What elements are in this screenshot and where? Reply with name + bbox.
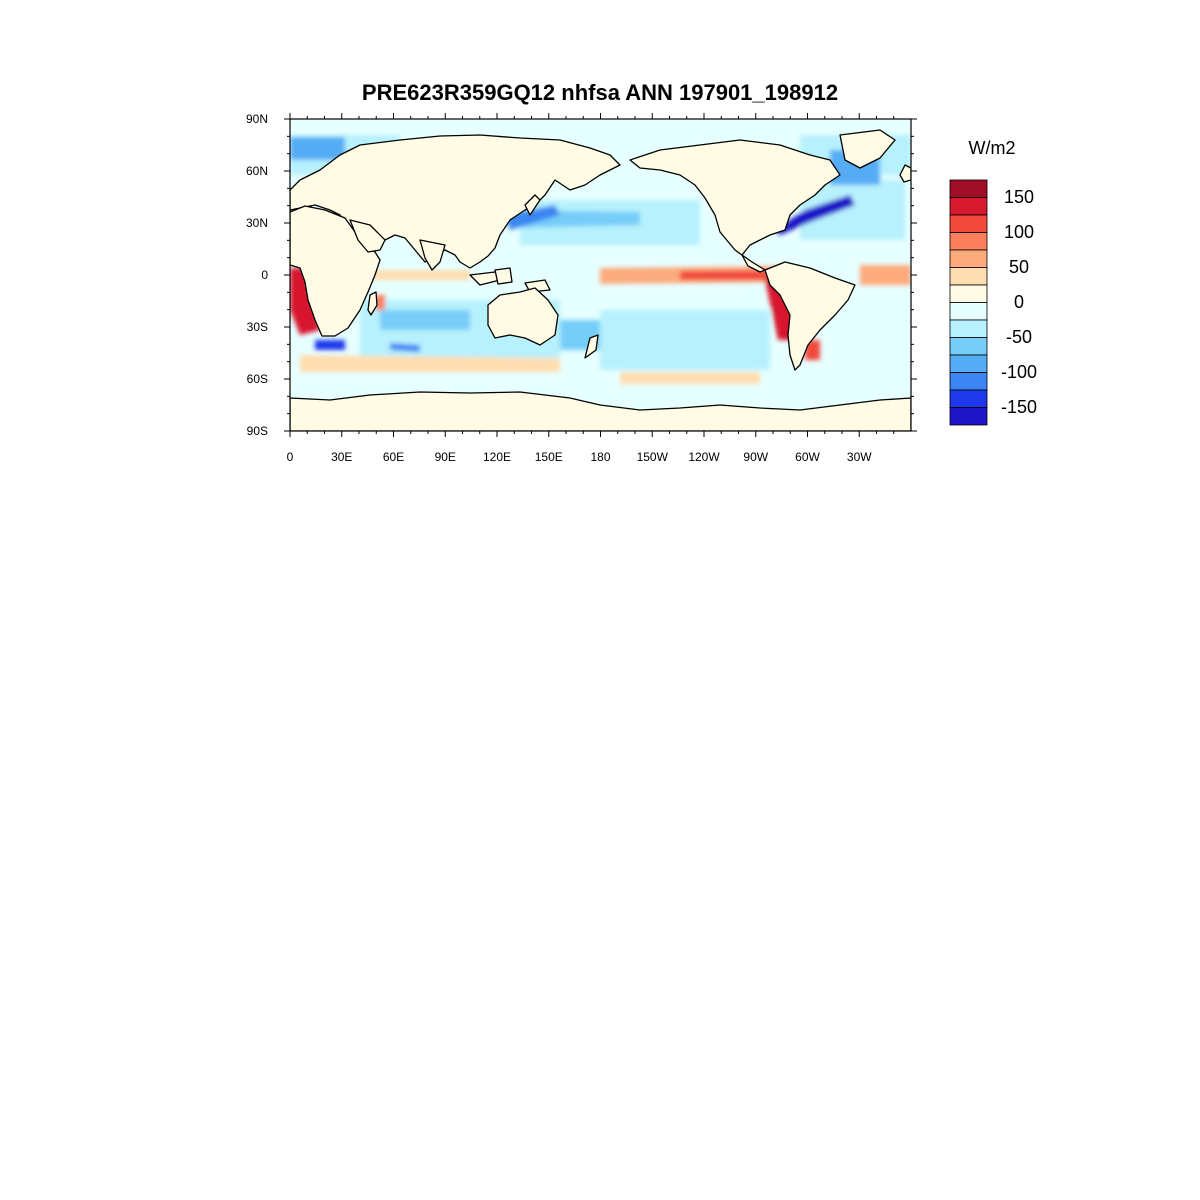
colorbar-label: -150 xyxy=(1000,396,1038,417)
colorbar-label: -50 xyxy=(1005,326,1032,347)
lon-tick-label: 60E xyxy=(383,450,404,464)
landmass-india xyxy=(419,239,446,271)
lat-tick-label: 90S xyxy=(247,424,268,438)
landmass-japan xyxy=(524,194,541,216)
landmass-antarctica xyxy=(290,391,911,431)
colorbar-units: W/m2 xyxy=(968,138,1016,158)
flux-patch-north-atlantic xyxy=(800,180,905,240)
lon-tick-label: 30E xyxy=(331,450,352,464)
colorbar-swatch xyxy=(949,407,988,426)
colorbar-label: -100 xyxy=(1000,361,1038,382)
colorbar-label: 0 xyxy=(1013,291,1024,312)
colorbar xyxy=(949,179,988,426)
landmass-borneo xyxy=(494,267,513,285)
map-area xyxy=(290,119,911,431)
lat-tick-label: 60S xyxy=(247,372,268,386)
lon-tick-label: 120E xyxy=(483,450,511,464)
lon-tick-label: 60W xyxy=(795,450,820,464)
colorbar-swatch xyxy=(949,232,988,251)
colorbar-label: 150 xyxy=(1003,186,1035,207)
colorbar-swatch xyxy=(949,319,988,338)
landmass-madagascar xyxy=(367,291,378,316)
flux-patch-agulhas xyxy=(315,340,345,350)
lon-tick-label: 150W xyxy=(637,450,669,464)
colorbar-swatch xyxy=(949,197,988,216)
flux-patch-gulf-stream xyxy=(775,195,855,235)
flux-patch-eq-atlantic xyxy=(860,265,911,285)
colorbar-swatch xyxy=(949,249,988,268)
flux-patch-somali xyxy=(375,295,385,310)
flux-patch-south-pacific xyxy=(600,310,770,370)
colorbar-swatch xyxy=(949,267,988,286)
flux-patch-kuroshio xyxy=(505,205,560,230)
colorbar-label: 100 xyxy=(1003,221,1035,242)
lon-tick-label: 30W xyxy=(847,450,872,464)
colorbar-swatch xyxy=(949,354,988,373)
flux-patch-cold-tongue xyxy=(680,270,780,280)
flux-patch-southern-warm xyxy=(300,355,560,372)
colorbar-swatch xyxy=(949,302,988,321)
landmass-uk xyxy=(899,164,911,183)
flux-patch-eq-indian xyxy=(370,270,470,280)
landmass-south-america xyxy=(764,261,856,371)
landmass-central-america xyxy=(741,254,766,273)
lon-tick-label: 180 xyxy=(590,450,610,464)
lon-tick-label: 90W xyxy=(743,450,768,464)
longitude-axis: 0 30E 60E 90E 120E 150E 180 150W 120W 90W 60W 30W xyxy=(287,113,895,464)
flux-patch-agulhas-ret xyxy=(390,343,420,352)
landmass-greenland xyxy=(839,129,896,169)
colorbar-swatch xyxy=(949,337,988,356)
landmass-arabia xyxy=(349,219,386,253)
lon-tick-label: 0 xyxy=(287,450,294,464)
colorbar-swatch xyxy=(949,179,988,198)
flux-patch-barents xyxy=(290,137,345,160)
colorbar-swatch xyxy=(949,389,988,408)
lat-tick-label: 30N xyxy=(246,216,268,230)
lat-tick-label: 30S xyxy=(247,320,268,334)
colorbar-label: 50 xyxy=(1008,256,1030,277)
map-title: PRE623R359GQ12 nhfsa ANN 197901_198912 xyxy=(361,80,839,105)
lat-tick-label: 90N xyxy=(246,112,268,126)
colorbar-swatch xyxy=(949,214,988,233)
landmass-australia xyxy=(487,287,559,346)
lon-tick-label: 150E xyxy=(535,450,563,464)
lat-tick-label: 0 xyxy=(261,268,268,282)
landmass-new-zealand xyxy=(584,334,599,359)
land xyxy=(290,129,911,431)
colorbar-swatch xyxy=(949,372,988,391)
flux-patch-indian-ocean xyxy=(380,310,470,330)
lon-tick-label: 120W xyxy=(688,450,720,464)
lon-tick-label: 90E xyxy=(435,450,456,464)
lat-tick-label: 60N xyxy=(246,164,268,178)
landmass-north-america xyxy=(629,139,841,256)
flux-patch-benguela xyxy=(290,268,320,335)
flux-patch-southern-warm-2 xyxy=(620,372,760,384)
colorbar-swatch xyxy=(949,284,988,303)
latitude-axis: 90N 60N 30N 0 30S 60S 90S xyxy=(246,112,917,438)
